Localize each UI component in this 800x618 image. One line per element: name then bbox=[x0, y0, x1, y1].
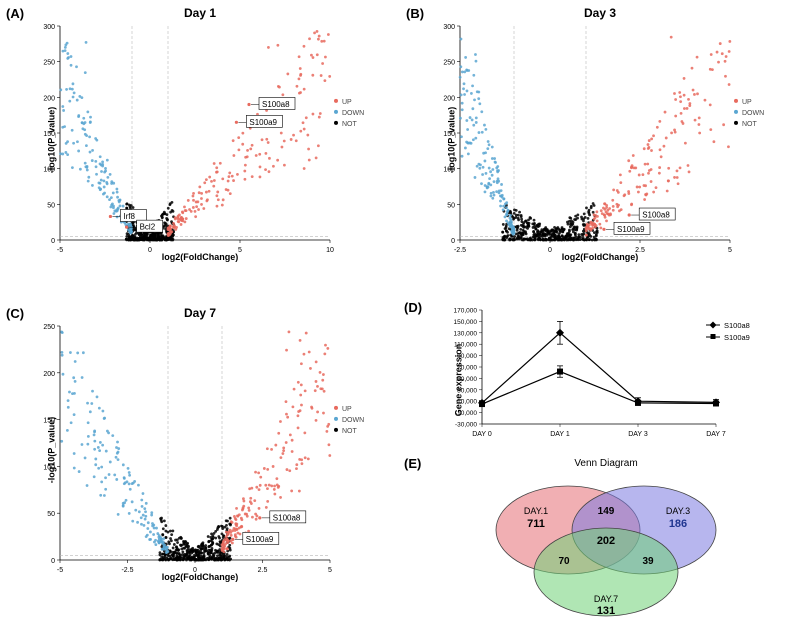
panel-b-ylabel: -log10(P_value) bbox=[446, 107, 456, 174]
svg-text:200: 200 bbox=[43, 371, 55, 378]
svg-text:UP: UP bbox=[742, 99, 752, 106]
svg-text:NOT: NOT bbox=[342, 121, 358, 128]
svg-text:250: 250 bbox=[43, 324, 55, 331]
svg-text:50: 50 bbox=[447, 202, 455, 209]
svg-text:DAY 3: DAY 3 bbox=[628, 431, 648, 438]
svg-text:0: 0 bbox=[51, 238, 55, 245]
panel-a-title: Day 1 bbox=[0, 6, 400, 20]
svg-text:S100a8: S100a8 bbox=[724, 321, 750, 330]
svg-text:Irf8: Irf8 bbox=[123, 212, 135, 221]
svg-text:200: 200 bbox=[443, 95, 455, 102]
svg-text:-30,000: -30,000 bbox=[455, 422, 477, 429]
panel-a-ylabel: -log10(P_value) bbox=[46, 107, 56, 174]
panel-d: (D) Gene expression -30,000-10,00010,000… bbox=[426, 300, 786, 450]
panel-a: (A) Day 1 -log10(P_value) 05010015020025… bbox=[0, 0, 400, 280]
svg-text:300: 300 bbox=[43, 24, 55, 31]
svg-text:DAY 7: DAY 7 bbox=[706, 431, 726, 438]
svg-text:DAY 1: DAY 1 bbox=[550, 431, 570, 438]
panel-e-title: Venn Diagram bbox=[426, 458, 786, 469]
svg-text:S100a9: S100a9 bbox=[617, 225, 645, 234]
svg-text:S100a9: S100a9 bbox=[249, 118, 277, 127]
svg-text:39: 39 bbox=[642, 556, 654, 567]
panel-e: (E) Venn Diagram DAY.1711DAY.3186DAY.713… bbox=[426, 460, 786, 618]
svg-text:NOT: NOT bbox=[342, 428, 358, 435]
svg-text:DOWN: DOWN bbox=[742, 110, 764, 117]
svg-text:202: 202 bbox=[597, 535, 615, 547]
svg-text:200: 200 bbox=[43, 95, 55, 102]
svg-text:DAY.3: DAY.3 bbox=[666, 506, 690, 516]
panel-b-title: Day 3 bbox=[400, 6, 800, 20]
panel-c: (C) Day 7 -log10(P_value) 05010015020025… bbox=[0, 300, 400, 600]
svg-text:0: 0 bbox=[51, 558, 55, 565]
svg-text:S100a8: S100a8 bbox=[642, 211, 670, 220]
panel-c-chart: 050100150200250-5-2.502.55S100a8S100a9UP… bbox=[0, 300, 400, 600]
panel-c-ylabel: -log10(P_value) bbox=[46, 417, 56, 484]
svg-text:150,000: 150,000 bbox=[454, 319, 478, 326]
svg-text:149: 149 bbox=[598, 506, 615, 517]
svg-text:711: 711 bbox=[527, 518, 545, 530]
svg-text:DOWN: DOWN bbox=[342, 417, 364, 424]
panel-d-label: (D) bbox=[404, 300, 422, 315]
svg-text:NOT: NOT bbox=[742, 121, 758, 128]
panel-b-xlabel: log2(FoldChange) bbox=[400, 252, 800, 262]
svg-text:186: 186 bbox=[669, 518, 687, 530]
svg-text:50: 50 bbox=[47, 511, 55, 518]
svg-text:130,000: 130,000 bbox=[454, 330, 478, 337]
svg-text:131: 131 bbox=[597, 605, 615, 617]
svg-text:50: 50 bbox=[47, 202, 55, 209]
svg-text:70: 70 bbox=[558, 556, 570, 567]
svg-text:0: 0 bbox=[451, 238, 455, 245]
panel-c-xlabel: log2(FoldChange) bbox=[0, 572, 400, 582]
panel-d-chart: -30,000-10,00010,00030,00050,00070,00090… bbox=[426, 300, 786, 450]
svg-text:250: 250 bbox=[43, 60, 55, 67]
svg-text:DAY.1: DAY.1 bbox=[524, 506, 548, 516]
panel-b: (B) Day 3 -log10(P_value) 05010015020025… bbox=[400, 0, 800, 280]
panel-e-venn: DAY.1 711 DAY.3 186 DAY.7131 149 70 39 202 bbox=[426, 460, 786, 618]
svg-text:UP: UP bbox=[342, 406, 352, 413]
panel-b-chart: 050100150200250300-2.502.55S100a8S100a9U… bbox=[400, 0, 800, 280]
svg-text:S100a8: S100a8 bbox=[273, 513, 301, 522]
panel-d-ylabel: Gene expression bbox=[453, 344, 463, 417]
svg-text:170,000: 170,000 bbox=[454, 308, 478, 315]
panel-a-chart: 050100150200250300-50510S100a8S100a9Irf8… bbox=[0, 0, 400, 280]
panel-e-label: (E) bbox=[404, 456, 421, 471]
svg-text:DOWN: DOWN bbox=[342, 110, 364, 117]
svg-text:S100a9: S100a9 bbox=[724, 333, 750, 342]
svg-text:UP: UP bbox=[342, 99, 352, 106]
svg-text:S100a8: S100a8 bbox=[262, 100, 290, 109]
svg-text:250: 250 bbox=[443, 60, 455, 67]
svg-text:DAY.7: DAY.7 bbox=[594, 594, 618, 604]
svg-text:300: 300 bbox=[443, 24, 455, 31]
panel-a-xlabel: log2(FoldChange) bbox=[0, 252, 400, 262]
svg-text:Bcl2: Bcl2 bbox=[140, 223, 156, 232]
svg-text:S100a9: S100a9 bbox=[246, 535, 274, 544]
panel-c-title: Day 7 bbox=[0, 306, 400, 320]
svg-text:DAY 0: DAY 0 bbox=[472, 431, 492, 438]
